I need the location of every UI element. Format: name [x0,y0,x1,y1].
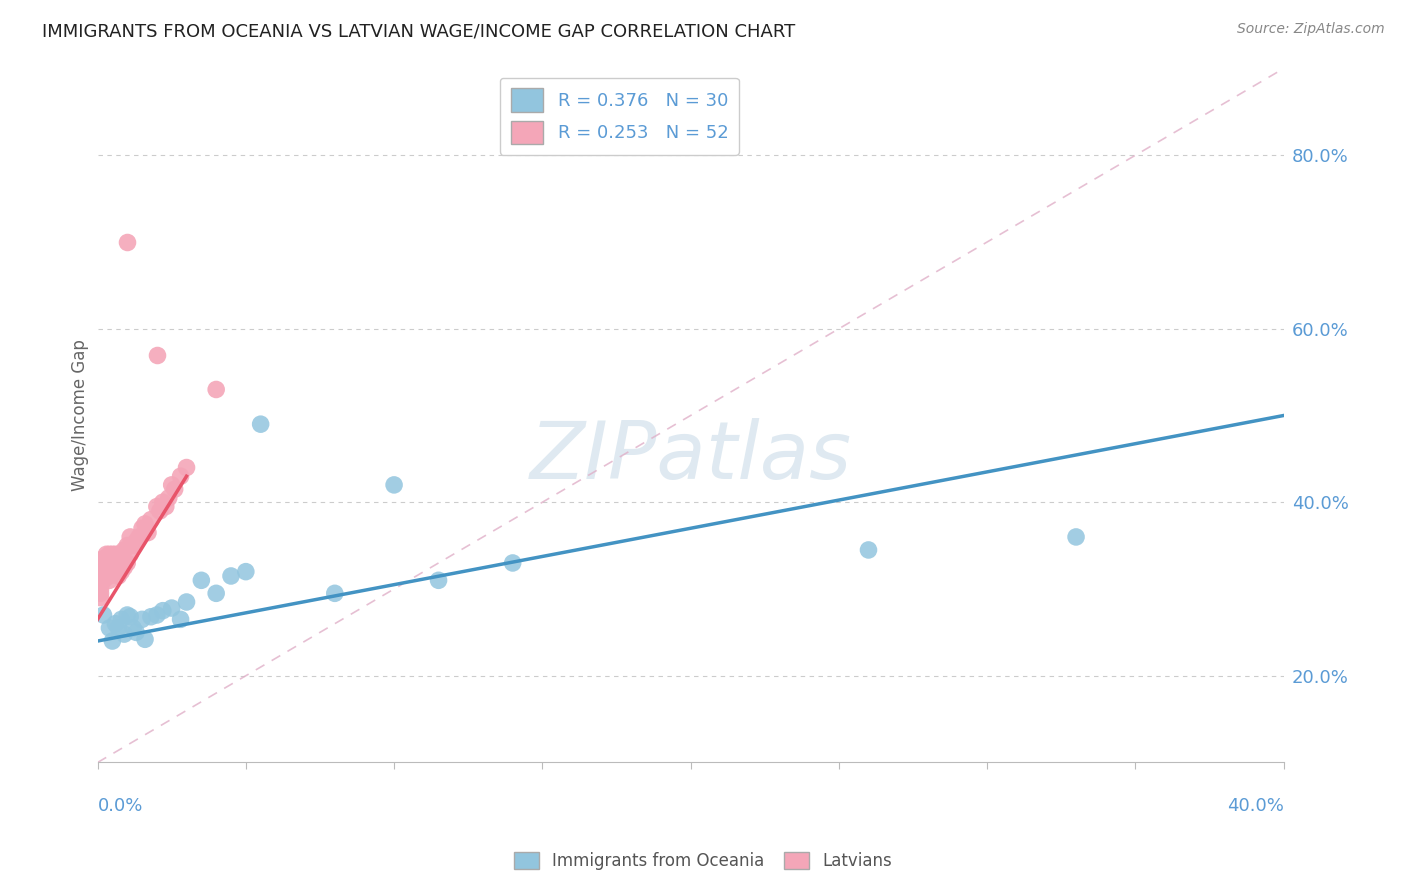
Point [107,569,129,583]
Text: 0.0%: 0.0% [97,797,143,815]
Point [125,534,148,549]
Point [112,543,135,558]
Point [104,556,127,570]
Point [134,632,156,647]
Point [93,574,115,588]
Point [146,348,169,362]
Point [98,621,121,635]
Point [146,500,169,514]
Point [112,627,135,641]
Point [155,500,177,514]
Point [205,383,228,397]
Text: Source: ZipAtlas.com: Source: ZipAtlas.com [1237,22,1385,37]
Point [112,560,135,574]
Point [160,601,183,615]
Point [427,574,450,588]
Point [139,513,162,527]
Point [858,543,880,558]
Text: ZIPatlas: ZIPatlas [530,418,852,496]
Point [139,609,162,624]
Point [90,591,112,605]
Point [176,460,198,475]
Point [115,235,138,249]
Point [169,469,191,483]
Point [90,582,112,596]
Point [1064,530,1087,544]
Point [163,482,186,496]
Point [134,516,156,531]
Point [323,586,346,600]
Point [96,560,118,574]
Text: 40.0%: 40.0% [1227,797,1284,815]
Point [219,569,242,583]
Point [249,417,271,432]
Point [122,539,145,553]
Point [235,565,257,579]
Legend: Immigrants from Oceania, Latvians: Immigrants from Oceania, Latvians [508,845,898,877]
Point [125,625,148,640]
Point [120,609,142,624]
Point [93,560,115,574]
Point [96,551,118,566]
Point [136,525,159,540]
Point [122,621,145,635]
Point [128,530,150,544]
Point [90,586,112,600]
Point [152,604,174,618]
Point [101,556,124,570]
Point [115,556,138,570]
Point [101,560,124,574]
Point [120,547,142,561]
Point [96,565,118,579]
Point [96,556,118,570]
Point [152,495,174,509]
Point [169,612,191,626]
Y-axis label: Wage/Income Gap: Wage/Income Gap [72,340,89,491]
Point [110,565,132,579]
Point [149,504,172,518]
Text: IMMIGRANTS FROM OCEANIA VS LATVIAN WAGE/INCOME GAP CORRELATION CHART: IMMIGRANTS FROM OCEANIA VS LATVIAN WAGE/… [42,22,796,40]
Point [93,607,115,622]
Point [104,565,127,579]
Point [104,547,127,561]
Point [502,556,524,570]
Point [205,586,228,600]
Point [104,616,127,631]
Point [382,478,405,492]
Point [110,547,132,561]
Point [115,539,138,553]
Point [98,556,121,570]
Point [98,547,121,561]
Point [120,530,142,544]
Point [107,547,129,561]
Point [176,595,198,609]
Point [107,560,129,574]
Point [110,612,132,626]
Point [131,521,153,535]
Point [101,634,124,648]
Point [115,607,138,622]
Point [98,569,121,583]
Point [93,556,115,570]
Point [90,565,112,579]
Point [157,491,180,505]
Point [93,569,115,583]
Point [107,621,129,635]
Point [96,547,118,561]
Point [98,574,121,588]
Point [160,478,183,492]
Point [131,612,153,626]
Point [146,607,169,622]
Point [93,551,115,566]
Point [101,547,124,561]
Legend: R = 0.376   N = 30, R = 0.253   N = 52: R = 0.376 N = 30, R = 0.253 N = 52 [499,78,740,154]
Point [190,574,212,588]
